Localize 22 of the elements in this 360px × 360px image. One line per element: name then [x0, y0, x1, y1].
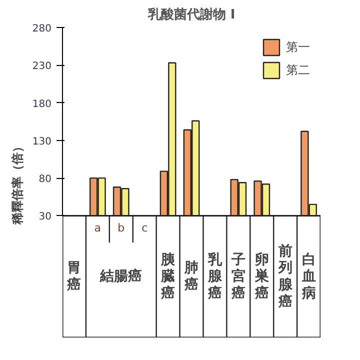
x-tick-label: 肺癌	[184, 260, 198, 294]
x-tick-label: 乳腺癌	[206, 252, 223, 302]
text: 結腸癌	[99, 268, 142, 285]
y-tick-label: 80	[38, 174, 52, 186]
y-tick-label: 130	[32, 136, 52, 148]
chart-title: 乳酸菌代謝物 I	[146, 6, 236, 22]
x-tick-label: 子宮癌	[230, 252, 246, 302]
x-tick-label: a	[94, 221, 102, 234]
x-tick-label: b	[118, 221, 125, 234]
legend-label: 第二	[286, 62, 310, 78]
x-tick-label: 卵巣癌	[254, 252, 269, 302]
legend-label: 第一	[286, 38, 310, 56]
y-tick-label: 180	[32, 98, 52, 110]
y-tick-label: 30	[38, 212, 52, 223]
x-tick-label: 前列腺癌	[277, 243, 294, 310]
y-tick-label: 280	[32, 24, 52, 34]
x-tick-label: 白血病	[300, 252, 316, 302]
x-tick-label: c	[142, 221, 148, 234]
y-axis-title: 稀釋倍率（倍）	[10, 140, 24, 226]
x-tick-label: 胃癌	[66, 260, 82, 294]
x-tick-label: 胰臓癌	[160, 252, 176, 302]
y-tick-label: 230	[32, 61, 52, 72]
